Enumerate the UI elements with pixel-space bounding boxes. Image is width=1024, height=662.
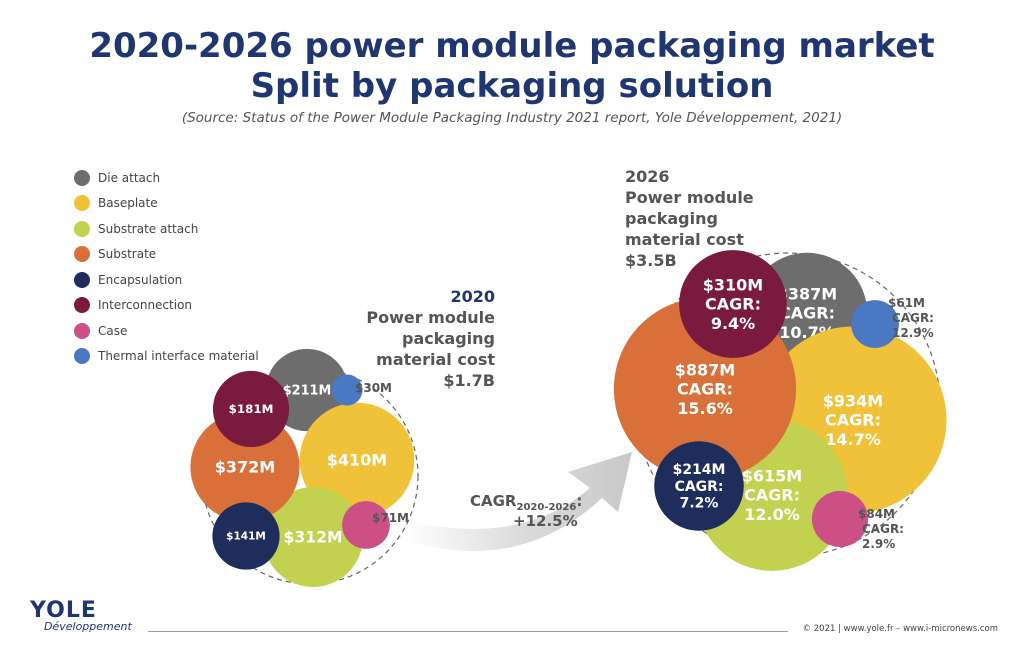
- legend-label: Substrate: [98, 247, 157, 262]
- legend-swatch: [74, 220, 90, 237]
- arrow-cagr-subscript: 2020-2026: [516, 502, 576, 513]
- legend-item: Encapsulation: [74, 267, 259, 293]
- group-caption-2026-3: material cost: [625, 230, 744, 249]
- bubble-2020-thermal-interface-material: [331, 374, 363, 406]
- bubble-cagr-value: 15.6%: [677, 399, 733, 418]
- legend-swatch: [74, 297, 90, 314]
- bubble-label: $934M: [823, 391, 883, 410]
- legend: Die attach Baseplate Substrate attach Subst…: [74, 165, 259, 369]
- legend-label: Thermal interface material: [98, 349, 259, 364]
- group-year-2026: 2026: [625, 167, 670, 186]
- bubble-label: $71M: [372, 511, 409, 525]
- legend-item: Interconnection: [74, 293, 259, 319]
- bubble-cagr-word: CAGR:: [862, 522, 904, 536]
- legend-swatch: [74, 322, 90, 339]
- group-year-2020: 2020: [450, 287, 495, 306]
- legend-item: Baseplate: [74, 191, 259, 217]
- bubble-label: $61M: [888, 296, 925, 310]
- bubble-cagr-word: CAGR:: [705, 295, 761, 314]
- group-label-2026: 2026 Power module packaging material cos…: [625, 166, 825, 271]
- bubble-label: $410M: [327, 451, 387, 470]
- logo-name: YOLE: [30, 598, 97, 623]
- legend-label: Baseplate: [98, 196, 158, 211]
- bubble-cagr-value: 12.0%: [744, 505, 800, 524]
- bubble-label: $30M: [355, 381, 392, 395]
- bubble-2020-baseplate: [299, 402, 415, 518]
- legend-label: Interconnection: [98, 298, 193, 313]
- bubble-label: $887M: [675, 360, 735, 379]
- footer-copyright: © 2021 | www.yole.fr – www.i-micronews.c…: [802, 624, 998, 634]
- legend-swatch: [74, 348, 90, 365]
- bubble-label: $615M: [742, 466, 802, 485]
- arrow-cagr-word: CAGR: [470, 492, 517, 510]
- bubble-label: $387M: [777, 284, 837, 303]
- bubble-label: $372M: [215, 458, 275, 477]
- chart-title-line1: 2020-2026 power module packaging market: [89, 26, 935, 66]
- bubble-label: $211M: [283, 383, 331, 398]
- bubble-label: $141M: [226, 531, 266, 543]
- bubble-cagr-word: CAGR:: [825, 411, 881, 430]
- chart-source: (Source: Status of the Power Module Pack…: [181, 110, 843, 126]
- arrow-cagr-value: +12.5%: [513, 512, 578, 530]
- legend-label: Substrate attach: [98, 221, 199, 236]
- group-caption-2020-1: Power module: [366, 308, 495, 327]
- bubble-2026-encapsulation: [654, 441, 744, 531]
- bubble-cagr-word: CAGR:: [677, 380, 733, 399]
- legend-item: Case: [74, 318, 259, 344]
- growth-arrow: [405, 452, 632, 551]
- group-label-2020: 2020 Power module packaging material cos…: [330, 286, 495, 391]
- legend-item: Substrate: [74, 242, 259, 268]
- group-caption-2020-3: material cost: [376, 350, 495, 369]
- yole-logo: YOLE Développement: [30, 598, 132, 633]
- bubble-label: $181M: [229, 402, 274, 416]
- arrow-cagr-colon: :: [576, 492, 582, 510]
- logo-subtitle: Développement: [44, 620, 132, 633]
- legend-label: Encapsulation: [98, 272, 183, 287]
- bubble-2020-substrate-attach: [263, 487, 363, 587]
- group-caption-2026-4: $3.5B: [625, 251, 677, 270]
- group-caption-2020-2: packaging: [402, 329, 495, 348]
- legend-item: Substrate attach: [74, 216, 259, 242]
- bubble-cagr-value: 2.9%: [862, 537, 895, 551]
- bubble-cagr-value: 9.4%: [711, 314, 755, 333]
- bubble-2026-interconnection: [679, 250, 787, 358]
- legend-label: Case: [98, 323, 128, 338]
- bubble-label: $310M: [703, 275, 763, 294]
- legend-swatch: [74, 271, 90, 288]
- bubble-2026-case: [811, 490, 869, 548]
- legend-item: Thermal interface material: [74, 344, 259, 370]
- bubble-cagr-value: 12.9%: [892, 326, 934, 340]
- bubble-cagr-word: CAGR:: [892, 311, 934, 325]
- bubble-cagr-word: CAGR:: [744, 486, 800, 505]
- footer-divider: [148, 631, 788, 632]
- legend-swatch: [74, 246, 90, 263]
- bubble-cagr-value: 7.2%: [680, 496, 719, 512]
- group-caption-2020-4: $1.7B: [443, 371, 495, 390]
- legend-label: Die attach: [98, 170, 161, 185]
- bubble-cagr-value: 14.7%: [825, 430, 881, 449]
- bubble-label: $312M: [284, 528, 343, 546]
- group-caption-2026-1: Power module: [625, 188, 754, 207]
- bubble-cagr-word: CAGR:: [779, 304, 835, 323]
- bubble-2020-case: [342, 501, 390, 549]
- bubble-2020-encapsulation: [212, 502, 280, 570]
- bubble-cagr-word: CAGR:: [675, 479, 724, 495]
- bubble-2020-interconnection: [212, 370, 290, 448]
- bubble-label: $84M: [858, 507, 895, 521]
- group-caption-2026-2: packaging: [625, 209, 718, 228]
- legend-swatch: [74, 195, 90, 212]
- legend-item: Die attach: [74, 165, 259, 191]
- chart-title-line2: Split by packaging solution: [250, 66, 774, 106]
- bubble-label: $214M: [673, 462, 726, 478]
- legend-swatch: [74, 169, 90, 186]
- bubble-2026-thermal-interface-material: [851, 300, 899, 348]
- arrow-cagr-label: CAGR2020-2026:: [470, 492, 582, 513]
